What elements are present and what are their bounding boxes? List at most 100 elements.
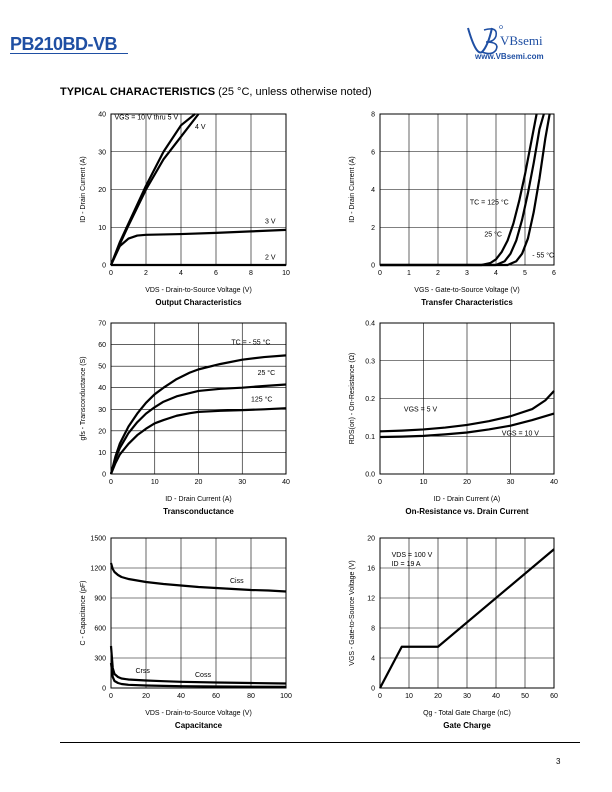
y-axis-label: C - Capacitance (pF) [80, 581, 87, 646]
x-tick-label: 4 [179, 270, 183, 277]
x-tick-label: 10 [405, 693, 413, 700]
y-tick-label: 0 [102, 686, 106, 693]
x-tick-label: 0 [109, 479, 113, 486]
series-line-0 [109, 354, 287, 475]
y-tick-label: 10 [98, 450, 106, 457]
y-axis-label: RDS(on) - On-Resistance (Ω) [349, 353, 356, 445]
x-tick-label: 1 [407, 270, 411, 277]
series-label: 3 V [265, 218, 276, 225]
x-tick-label: 80 [247, 693, 255, 700]
series-line-2 [380, 113, 551, 267]
chart-title: Capacitance [175, 721, 223, 730]
series-line-2 [110, 228, 287, 266]
y-axis-label: ID - Drain Current (A) [80, 156, 87, 223]
x-tick-label: 40 [177, 693, 185, 700]
y-tick-label: 30 [98, 407, 106, 414]
transconductance-svg: 0 10 20 30 40 0 10 20 30 40 50 60 70 TC = - 55 °C 25 °… [80, 321, 290, 517]
series-label: Crss [136, 668, 151, 675]
x-tick-label: 30 [463, 693, 471, 700]
x-tick-label: 60 [550, 693, 558, 700]
y-tick-label: 0 [371, 263, 375, 270]
plot-frame [110, 537, 287, 689]
y-tick-label: 4 [371, 187, 375, 194]
y-tick-label: 0.0 [365, 472, 375, 479]
page-number: 3 [556, 757, 561, 766]
y-tick-label: 8 [371, 112, 375, 119]
series-label: TC = 125 °C [470, 199, 509, 207]
x-axis-label: ID - Drain Current (A) [165, 496, 232, 503]
series-line-1 [380, 113, 545, 267]
chart-title: Transconductance [163, 507, 234, 516]
y-tick-label: 70 [98, 321, 106, 328]
y-tick-label: 0 [102, 472, 106, 479]
y-tick-label: 40 [98, 112, 106, 119]
y-tick-label: 300 [94, 656, 106, 663]
x-tick-label: 6 [552, 270, 556, 277]
y-axis-label: VGS - Gate-to-Source Voltage (V) [349, 560, 356, 665]
series-label: VGS = 10 V thru 5 V [115, 115, 179, 122]
series-label: Coss [195, 672, 211, 679]
series-line-0 [380, 113, 538, 267]
y-tick-label: 16 [367, 566, 375, 573]
x-tick-label: 20 [142, 693, 150, 700]
series-line-0 [379, 390, 555, 433]
x-tick-label: 40 [492, 693, 500, 700]
y-tick-label: 1500 [90, 536, 106, 543]
on-resistance-chart: 0 10 20 30 40 0.0 0.1 0.2 0.3 0.4 VGS = 5 V VGS = 1… [344, 315, 566, 531]
y-tick-label: 6 [371, 149, 375, 156]
y-tick-label: 20 [98, 187, 106, 194]
series-label: 25 °C [258, 369, 276, 377]
y-tick-label: 1200 [90, 566, 106, 573]
gate-charge-chart: 0 10 20 30 40 50 60 0 4 8 12 16 20 VDS = 100 V ID = 19… [344, 530, 566, 745]
y-tick-label: 2 [371, 225, 375, 232]
plot-frame [110, 322, 287, 475]
y-tick-label: 12 [367, 596, 375, 603]
transconductance-chart: 0 10 20 30 40 0 10 20 30 40 50 60 70 TC = - 55 °C 25 °… [75, 315, 298, 531]
x-tick-label: 10 [151, 479, 159, 486]
series-label: VDS = 100 V [392, 552, 433, 559]
x-tick-label: 0 [378, 693, 382, 700]
plot-frame [379, 322, 555, 475]
header-underline [10, 53, 128, 54]
series-label: 4 V [195, 124, 206, 131]
x-axis-label: VDS - Drain-to-Source Voltage (V) [145, 287, 252, 294]
y-tick-label: 0.3 [365, 358, 375, 365]
output-characteristics-chart: 0 2 4 6 8 10 0 10 20 30 40 VGS = 10 V thru 5 V 4 V 3 … [75, 106, 298, 322]
series-label: ID = 19 A [392, 561, 421, 568]
plot-frame [379, 537, 555, 689]
x-tick-label: 20 [195, 479, 203, 486]
series-line-0 [109, 562, 287, 593]
y-tick-label: 10 [98, 225, 106, 232]
x-tick-label: 8 [249, 270, 253, 277]
vbsemi-logo-icon [467, 25, 503, 55]
x-tick-label: 60 [212, 693, 220, 700]
y-axis-label: ID - Drain Current (A) [349, 156, 356, 223]
output-svg: 0 2 4 6 8 10 0 10 20 30 40 VGS = 10 V thru 5 V 4 V 3 … [80, 112, 290, 308]
x-tick-label: 30 [238, 479, 246, 486]
y-tick-label: 40 [98, 385, 106, 392]
series-line-0 [379, 548, 555, 689]
capacitance-chart: 0 20 40 60 80 100 0 300 600 900 1200 1500 Ciss Crss Co… [75, 530, 298, 745]
logo-text: VBsemi [500, 33, 543, 48]
x-tick-label: 0 [378, 270, 382, 277]
series-label: TC = - 55 °C [231, 339, 270, 347]
website-link[interactable]: www.VBsemi.com [475, 52, 544, 61]
y-tick-label: 0.4 [365, 321, 375, 328]
x-tick-label: 20 [463, 479, 471, 486]
x-tick-label: 5 [523, 270, 527, 277]
series-line-1 [109, 113, 200, 266]
x-tick-label: 100 [280, 693, 292, 700]
transfer-characteristics-chart: 0 1 2 3 4 5 6 0 2 4 6 8 TC = 125 °C 25 °C - 55 °C VGS -… [344, 106, 566, 322]
x-axis-label: VDS - Drain-to-Source Voltage (V) [145, 710, 252, 717]
x-tick-label: 0 [378, 479, 382, 486]
x-tick-label: 20 [434, 693, 442, 700]
y-axis-label: gfs - Transconductance (S) [80, 356, 87, 440]
y-tick-label: 900 [94, 596, 106, 603]
y-tick-label: 8 [371, 626, 375, 633]
series-label: 25 °C [484, 231, 502, 239]
chart-title: On-Resistance vs. Drain Current [405, 507, 528, 516]
y-tick-label: 60 [98, 342, 106, 349]
series-line-1 [109, 645, 287, 685]
x-tick-label: 0 [109, 693, 113, 700]
series-label: 2 V [265, 254, 276, 261]
